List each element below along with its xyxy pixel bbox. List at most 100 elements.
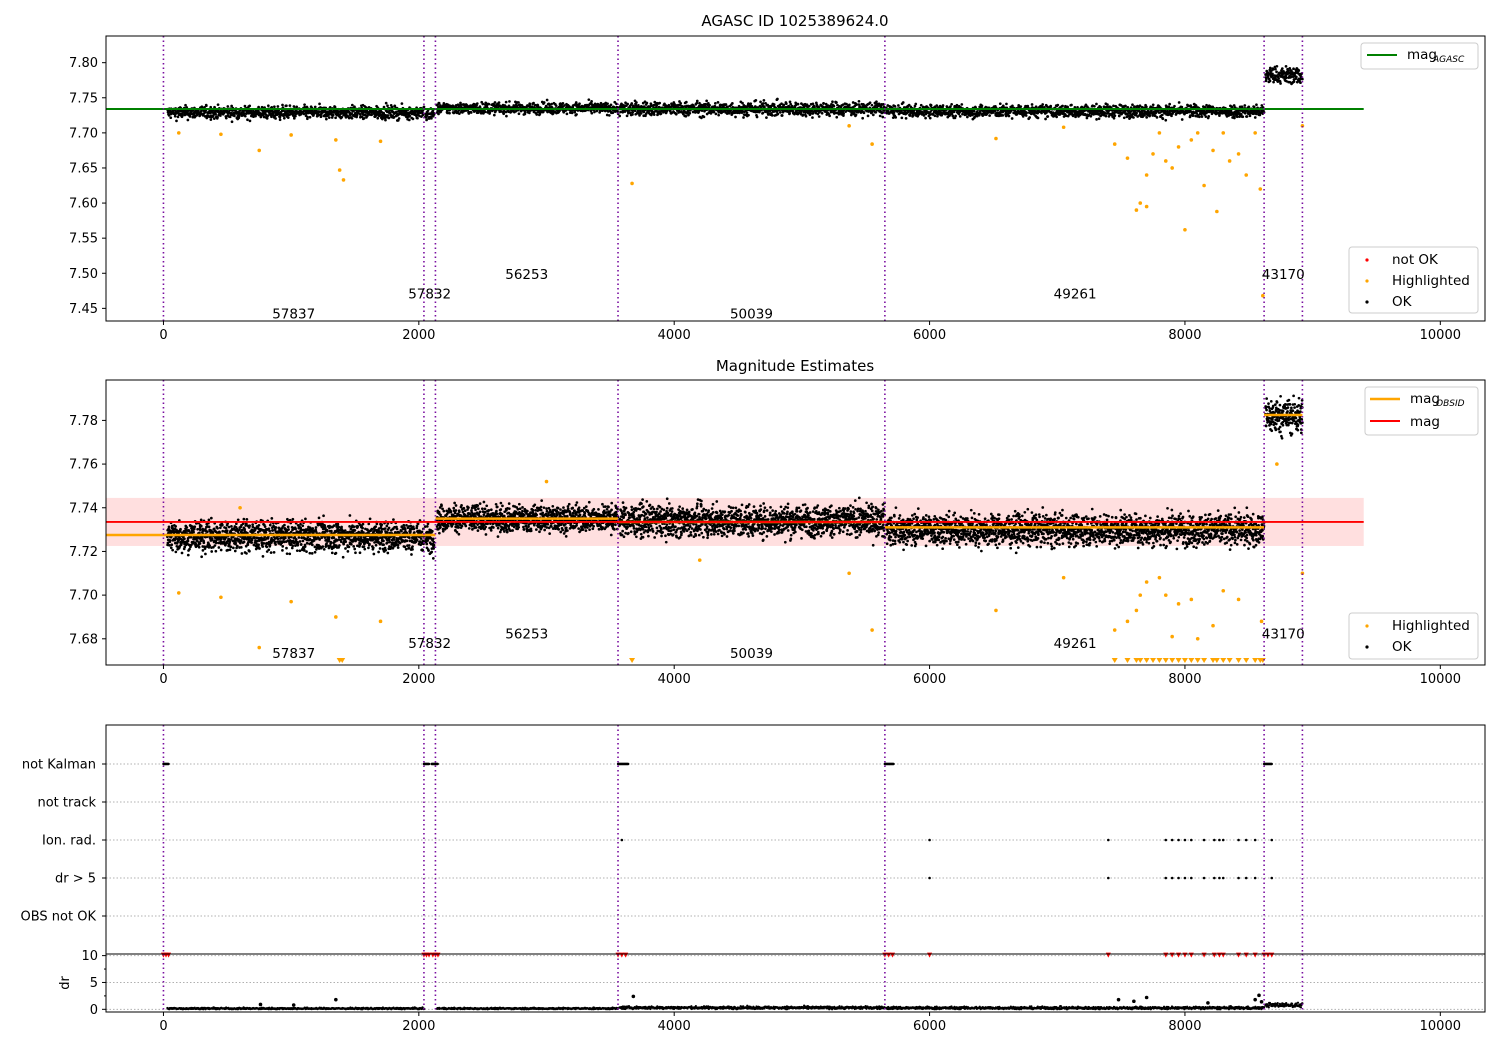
ok-point (353, 105, 356, 109)
ok-point (606, 102, 609, 106)
ok-point (288, 552, 292, 556)
ok-point (928, 116, 932, 120)
ok-point (655, 103, 659, 107)
ok-point (624, 101, 627, 105)
ok-point (469, 111, 473, 114)
y-tick-label: 7.70 (69, 126, 98, 141)
obsid-label: 50039 (730, 306, 773, 322)
ok-point (386, 114, 390, 117)
ok-point (550, 102, 553, 106)
ok-point (1025, 111, 1028, 115)
ok-point (422, 105, 426, 109)
ok-point (305, 105, 309, 109)
ok-point (188, 547, 191, 551)
ok-point (208, 544, 211, 548)
ok-point (1131, 103, 1134, 107)
ok-point (400, 102, 404, 105)
ok-point (1155, 116, 1159, 119)
ok-point (782, 103, 786, 107)
highlighted-point (1183, 227, 1187, 232)
ok-point (1274, 67, 1277, 71)
ok-point (784, 102, 788, 106)
ok-point (676, 103, 680, 107)
ok-point (168, 539, 172, 542)
ok-point (271, 529, 275, 532)
ok-point (688, 111, 692, 115)
ok-point (305, 541, 309, 545)
ok-point (1055, 115, 1058, 119)
highlighted-point (994, 136, 998, 141)
ok-point (274, 526, 278, 529)
ok-point (630, 102, 634, 105)
ok-point (233, 114, 236, 118)
ok-point (257, 105, 260, 109)
ok-point (248, 524, 252, 528)
ok-point (336, 110, 340, 114)
ok-point (1124, 104, 1127, 108)
highlighted-point (1112, 142, 1117, 146)
ok-point (331, 113, 335, 117)
ok-point (294, 538, 298, 541)
ok-point (294, 114, 297, 118)
highlighted-point (1061, 125, 1066, 130)
ok-point (508, 100, 511, 103)
ok-point (235, 544, 239, 548)
ok-point (950, 102, 953, 106)
ok-point (408, 114, 412, 118)
ok-point (295, 549, 299, 553)
highlighted-point (1227, 159, 1232, 163)
ok-point (1034, 105, 1038, 109)
ok-point (228, 540, 232, 544)
ok-point (749, 102, 753, 106)
ok-point (387, 116, 391, 120)
ok-point (1010, 117, 1014, 120)
ok-point (1279, 82, 1282, 85)
ok-point (397, 117, 401, 120)
ok-point (175, 119, 178, 123)
ok-point (202, 541, 206, 545)
ok-point (684, 114, 688, 118)
ok-point (250, 541, 253, 544)
ok-point (174, 550, 178, 554)
ok-point (639, 109, 642, 113)
ok-point (167, 114, 171, 117)
ok-point (1135, 111, 1138, 115)
ok-point (184, 103, 187, 107)
ok-point (724, 103, 728, 106)
ok-point (411, 117, 415, 121)
ok-point (274, 117, 277, 120)
ok-point (754, 99, 758, 102)
ok-point (1245, 115, 1249, 118)
ok-point (1030, 103, 1034, 106)
ok-point (1049, 104, 1053, 108)
ok-point (702, 115, 706, 119)
ok-point (493, 101, 497, 104)
ok-point (264, 113, 268, 116)
ok-point (933, 114, 937, 118)
ok-point (822, 102, 825, 105)
ok-point (169, 546, 173, 550)
highlighted-point (378, 139, 383, 144)
ok-point (1151, 103, 1155, 107)
ok-point (487, 102, 491, 106)
ok-point (523, 110, 527, 114)
ok-point (776, 97, 779, 101)
ok-point (269, 551, 273, 555)
ok-point (759, 100, 762, 104)
ok-point (1207, 115, 1211, 118)
ok-point (877, 102, 881, 106)
ok-point (230, 120, 234, 124)
ok-point (237, 115, 241, 118)
ok-point (219, 548, 223, 552)
ok-point (286, 116, 290, 119)
ok-point (204, 104, 208, 108)
obsid-label: 49261 (1054, 287, 1097, 303)
ok-point (322, 547, 326, 551)
ok-point (417, 112, 420, 116)
ok-point (267, 527, 271, 531)
highlighted-point (1157, 131, 1162, 135)
ok-point (681, 105, 685, 108)
magnitude-title: Magnitude Estimates (716, 357, 874, 375)
ok-point (298, 549, 302, 553)
ok-point (430, 116, 433, 120)
